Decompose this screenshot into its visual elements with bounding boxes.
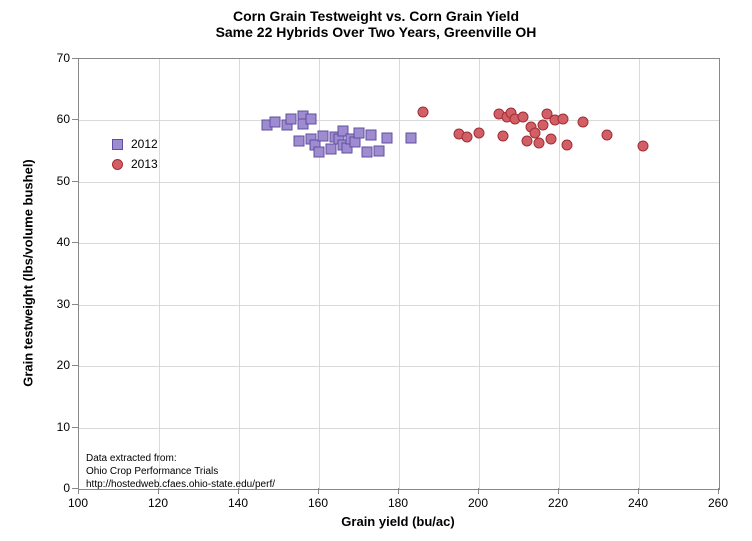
marker-circle [538,119,549,130]
x-tick-label: 240 [628,496,648,510]
gridline-vertical [399,59,400,489]
legend-item: 2012 [112,137,158,151]
gridline-vertical [159,59,160,489]
x-tick-label: 160 [308,496,328,510]
marker-circle [418,107,429,118]
y-tick-mark [72,58,78,59]
marker-circle [558,114,569,125]
legend-marker-circle [112,159,123,170]
marker-circle [638,141,649,152]
x-tick-mark [238,488,239,494]
chart-title-line2: Same 22 Hybrids Over Two Years, Greenvil… [0,24,752,40]
legend-label: 2013 [131,157,158,171]
x-axis-label: Grain yield (bu/ac) [341,514,454,529]
legend-label: 2012 [131,137,158,151]
y-tick-label: 0 [50,481,70,495]
credit-line: Ohio Crop Performance Trials [86,465,275,478]
y-tick-label: 20 [50,358,70,372]
marker-circle [462,132,473,143]
marker-square [306,113,317,124]
y-tick-mark [72,119,78,120]
marker-circle [474,127,485,138]
chart-title: Corn Grain Testweight vs. Corn Grain Yie… [0,8,752,40]
x-tick-label: 200 [468,496,488,510]
marker-circle [546,133,557,144]
y-axis-label: Grain testweight (lbs/volume bushel) [21,159,36,387]
y-tick-label: 40 [50,235,70,249]
marker-circle [534,138,545,149]
marker-square [366,129,377,140]
x-tick-mark [638,488,639,494]
gridline-horizontal [79,120,719,121]
marker-circle [562,140,573,151]
marker-square [286,113,297,124]
y-tick-label: 50 [50,174,70,188]
data-credit: Data extracted from:Ohio Crop Performanc… [86,452,275,491]
y-tick-mark [72,427,78,428]
x-tick-label: 100 [68,496,88,510]
x-tick-label: 260 [708,496,728,510]
gridline-horizontal [79,366,719,367]
y-tick-mark [72,488,78,489]
x-tick-mark [398,488,399,494]
plot-area [78,58,720,490]
x-tick-label: 220 [548,496,568,510]
marker-square [362,147,373,158]
gridline-horizontal [79,428,719,429]
x-tick-mark [78,488,79,494]
y-tick-mark [72,242,78,243]
legend-marker-square [112,139,123,150]
chart-title-line1: Corn Grain Testweight vs. Corn Grain Yie… [0,8,752,24]
y-tick-mark [72,365,78,366]
marker-square [294,135,305,146]
gridline-horizontal [79,305,719,306]
marker-circle [602,129,613,140]
y-tick-mark [72,181,78,182]
y-tick-label: 70 [50,51,70,65]
y-tick-label: 60 [50,112,70,126]
x-tick-mark [318,488,319,494]
gridline-horizontal [79,182,719,183]
legend-item: 2013 [112,157,158,171]
gridline-vertical [639,59,640,489]
marker-square [270,116,281,127]
marker-square [354,127,365,138]
y-tick-mark [72,304,78,305]
marker-square [374,146,385,157]
x-tick-label: 180 [388,496,408,510]
marker-square [318,130,329,141]
gridline-horizontal [79,243,719,244]
marker-circle [578,116,589,127]
marker-square [326,144,337,155]
x-tick-label: 120 [148,496,168,510]
marker-circle [498,130,509,141]
marker-square [406,132,417,143]
gridline-vertical [479,59,480,489]
marker-square [382,132,393,143]
credit-line: Data extracted from: [86,452,275,465]
x-tick-mark [558,488,559,494]
legend: 2012 2013 [112,137,158,177]
marker-square [314,147,325,158]
y-tick-label: 30 [50,297,70,311]
credit-line: http://hostedweb.cfaes.ohio-state.edu/pe… [86,478,275,491]
x-tick-mark [478,488,479,494]
x-tick-mark [158,488,159,494]
gridline-vertical [319,59,320,489]
x-tick-label: 140 [228,496,248,510]
scatter-chart: Corn Grain Testweight vs. Corn Grain Yie… [0,0,752,541]
x-tick-mark [718,488,719,494]
gridline-vertical [239,59,240,489]
y-tick-label: 10 [50,420,70,434]
